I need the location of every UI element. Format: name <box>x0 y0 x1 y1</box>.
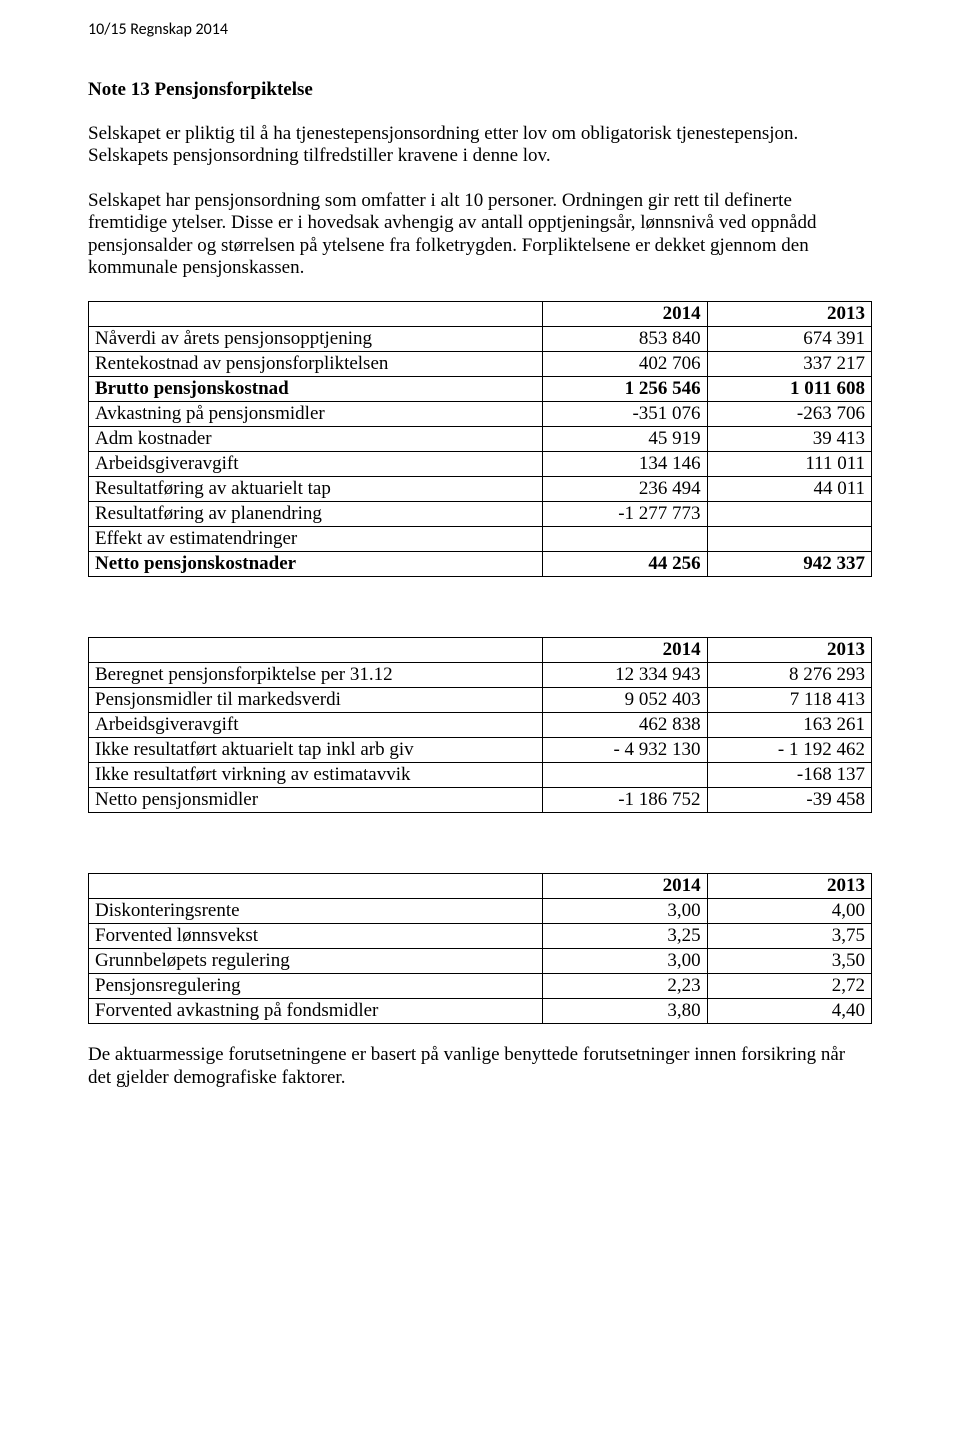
table-row-label: Effekt av estimatendringer <box>89 527 543 552</box>
table-row-label: Rentekostnad av pensjonsforpliktelsen <box>89 352 543 377</box>
table-row-value: -1 186 752 <box>543 788 707 813</box>
table-row-value: - 4 932 130 <box>543 738 707 763</box>
table-row-value: 1 256 546 <box>543 377 707 402</box>
table-header-year: 2014 <box>543 874 707 899</box>
table-row-value: 1 011 608 <box>707 377 871 402</box>
table-row-value: 3,25 <box>543 924 707 949</box>
table-row-value: 2,72 <box>707 974 871 999</box>
table-row-value <box>543 527 707 552</box>
table-row-label: Arbeidsgiveravgift <box>89 452 543 477</box>
table-row-value: -168 137 <box>707 763 871 788</box>
table-header-year: 2013 <box>707 302 871 327</box>
table-row-value: 3,00 <box>543 949 707 974</box>
table-row-label: Netto pensjonsmidler <box>89 788 543 813</box>
table-row-value: 4,00 <box>707 899 871 924</box>
table-row-value: 45 919 <box>543 427 707 452</box>
table-row-value: 2,23 <box>543 974 707 999</box>
table-row-label: Grunnbeløpets regulering <box>89 949 543 974</box>
page-container: 10/15 Regnskap 2014 Note 13 Pensjonsforp… <box>0 0 960 1129</box>
table-row-value: -39 458 <box>707 788 871 813</box>
table-row-value: 12 334 943 <box>543 663 707 688</box>
table-row-label: Resultatføring av planendring <box>89 502 543 527</box>
table-row-value: 111 011 <box>707 452 871 477</box>
table-row-label: Netto pensjonskostnader <box>89 552 543 577</box>
table-row-label: Avkastning på pensjonsmidler <box>89 402 543 427</box>
intro-paragraph-2: Selskapet har pensjonsordning som omfatt… <box>88 190 872 280</box>
intro-paragraph-1: Selskapet er pliktig til å ha tjenestepe… <box>88 123 872 168</box>
page-header: 10/15 Regnskap 2014 <box>88 20 872 39</box>
table-row-value <box>543 763 707 788</box>
footnote-paragraph: De aktuarmessige forutsetningene er base… <box>88 1044 872 1089</box>
table-row-value: 3,80 <box>543 999 707 1024</box>
table-row-value: 9 052 403 <box>543 688 707 713</box>
table-row-label: Nåverdi av årets pensjonsopptjening <box>89 327 543 352</box>
table-row-value: 674 391 <box>707 327 871 352</box>
table-row-value: - 1 192 462 <box>707 738 871 763</box>
table-row-label: Forvented lønnsvekst <box>89 924 543 949</box>
table-header-year: 2014 <box>543 302 707 327</box>
table-row-value: 337 217 <box>707 352 871 377</box>
table-row-value: 7 118 413 <box>707 688 871 713</box>
table-row-label: Pensjonsregulering <box>89 974 543 999</box>
table-header-label <box>89 638 543 663</box>
table-row-label: Diskonteringsrente <box>89 899 543 924</box>
table-row-value: 942 337 <box>707 552 871 577</box>
table-row-value: 462 838 <box>543 713 707 738</box>
table-row-value: 44 256 <box>543 552 707 577</box>
table-row-value <box>707 527 871 552</box>
table-header-label <box>89 874 543 899</box>
pension-liability-table: 20142013 Beregnet pensjonsforpiktelse per… <box>88 637 872 813</box>
table-row-value: 8 276 293 <box>707 663 871 688</box>
table-row-label: Adm kostnader <box>89 427 543 452</box>
table-row-value: 39 413 <box>707 427 871 452</box>
table-row-value: 134 146 <box>543 452 707 477</box>
table-row-value: 236 494 <box>543 477 707 502</box>
table-row-label: Resultatføring av aktuarielt tap <box>89 477 543 502</box>
table-row-value: 4,40 <box>707 999 871 1024</box>
table-header-year: 2014 <box>543 638 707 663</box>
table-row-label: Ikke resultatført virkning av estimatavv… <box>89 763 543 788</box>
table-row-label: Brutto pensjonskostnad <box>89 377 543 402</box>
table-row-value: -1 277 773 <box>543 502 707 527</box>
table-row-value: -351 076 <box>543 402 707 427</box>
table-row-value: 3,75 <box>707 924 871 949</box>
table-header-year: 2013 <box>707 874 871 899</box>
table-row-value: 853 840 <box>543 327 707 352</box>
table-row-label: Forvented avkastning på fondsmidler <box>89 999 543 1024</box>
table-row-label: Arbeidsgiveravgift <box>89 713 543 738</box>
table-row-value <box>707 502 871 527</box>
table-row-value: 3,50 <box>707 949 871 974</box>
table-header-year: 2013 <box>707 638 871 663</box>
table-row-label: Beregnet pensjonsforpiktelse per 31.12 <box>89 663 543 688</box>
table-row-value: 3,00 <box>543 899 707 924</box>
assumptions-table: 20142013 Diskonteringsrente3,004,00 Forven… <box>88 873 872 1024</box>
table-row-value: 402 706 <box>543 352 707 377</box>
note-title: Note 13 Pensjonsforpiktelse <box>88 79 872 101</box>
pension-cost-table: 20142013 Nåverdi av årets pensjonsopptjen… <box>88 301 872 577</box>
table-row-value: 44 011 <box>707 477 871 502</box>
table-row-value: -263 706 <box>707 402 871 427</box>
table-header-label <box>89 302 543 327</box>
table-row-label: Ikke resultatført aktuarielt tap inkl ar… <box>89 738 543 763</box>
table-row-value: 163 261 <box>707 713 871 738</box>
table-row-label: Pensjonsmidler til markedsverdi <box>89 688 543 713</box>
